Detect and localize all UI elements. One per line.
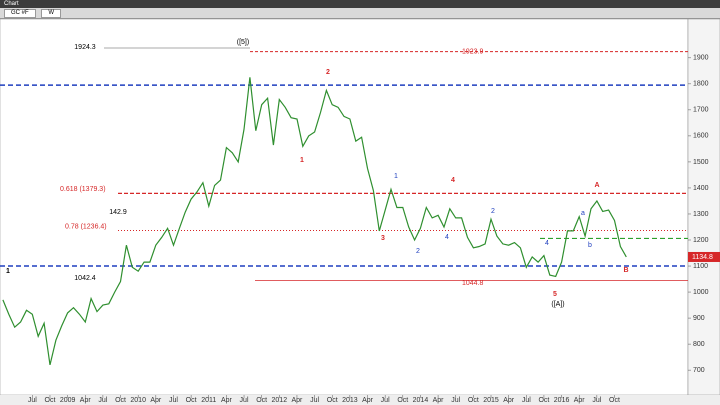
x-tick-label: Apr bbox=[292, 397, 304, 404]
x-tick-label: Oct bbox=[609, 397, 620, 404]
x-tick-label: Oct bbox=[327, 397, 338, 404]
y-tick-label: 1000 bbox=[693, 289, 709, 296]
x-tick-label: Apr bbox=[503, 397, 515, 404]
window-title: Chart bbox=[4, 1, 19, 7]
y-tick-label: 800 bbox=[693, 341, 705, 348]
x-tick-label: 2010 bbox=[130, 397, 146, 404]
wave-label: ([A]) bbox=[551, 301, 564, 308]
x-tick-label: Jul bbox=[169, 397, 178, 404]
wave-label: 4 bbox=[451, 177, 455, 184]
x-tick-label: Apr bbox=[362, 397, 374, 404]
symbol-field[interactable]: GC #F bbox=[4, 9, 36, 18]
wave-label: 1 bbox=[6, 268, 10, 275]
price-level-label: 0.78 (1236.4) bbox=[65, 223, 107, 230]
last-price-label: 1134.8 bbox=[692, 254, 713, 261]
x-tick-label: Jul bbox=[451, 397, 460, 404]
wave-label: b bbox=[588, 242, 592, 249]
wave-label: 4 bbox=[545, 240, 549, 247]
x-tick-label: Jul bbox=[522, 397, 531, 404]
wave-label: 1 bbox=[300, 157, 304, 164]
plot-area bbox=[0, 18, 689, 396]
x-tick-label: Jul bbox=[310, 397, 319, 404]
wave-label: 1924.3 bbox=[74, 44, 96, 51]
y-tick-label: 900 bbox=[693, 315, 705, 322]
price-level-label: 1044.8 bbox=[462, 280, 484, 287]
x-tick-label: Apr bbox=[150, 397, 162, 404]
x-tick-label: 2015 bbox=[483, 397, 499, 404]
x-axis-panel bbox=[0, 395, 720, 405]
y-axis-panel bbox=[687, 18, 720, 396]
x-tick-label: 2009 bbox=[60, 397, 76, 404]
wave-label: 2 bbox=[416, 248, 420, 255]
x-tick-label: Oct bbox=[115, 397, 126, 404]
wave-label: a bbox=[581, 210, 585, 217]
x-tick-label: Jul bbox=[381, 397, 390, 404]
wave-label: 142.9 bbox=[109, 209, 127, 216]
wave-label: 3 bbox=[381, 235, 385, 242]
wave-label: 4 bbox=[445, 234, 449, 241]
y-tick-label: 1500 bbox=[693, 159, 709, 166]
toolbar: GC #F W bbox=[0, 8, 720, 19]
wave-label: 5 bbox=[553, 291, 557, 298]
x-tick-label: Apr bbox=[433, 397, 445, 404]
x-tick-label: 2016 bbox=[554, 397, 570, 404]
x-tick-label: Oct bbox=[468, 397, 479, 404]
y-tick-label: 1600 bbox=[693, 133, 709, 140]
x-tick-label: Jul bbox=[240, 397, 249, 404]
wave-label: 2 bbox=[491, 208, 495, 215]
x-tick-label: 2012 bbox=[272, 397, 288, 404]
y-tick-label: 1800 bbox=[693, 81, 709, 88]
x-tick-label: Oct bbox=[538, 397, 549, 404]
x-tick-label: 2013 bbox=[342, 397, 358, 404]
x-tick-label: Oct bbox=[397, 397, 408, 404]
x-tick-label: Apr bbox=[221, 397, 233, 404]
y-tick-label: 1900 bbox=[693, 55, 709, 62]
x-tick-label: Oct bbox=[45, 397, 56, 404]
y-tick-label: 700 bbox=[693, 367, 705, 374]
wave-label: A bbox=[594, 182, 599, 189]
wave-label: 2 bbox=[326, 69, 330, 76]
wave-label: 1042.4 bbox=[74, 275, 96, 282]
x-tick-label: Apr bbox=[574, 397, 586, 404]
title-bar: Chart bbox=[0, 0, 720, 8]
y-tick-label: 1200 bbox=[693, 237, 709, 244]
price-line bbox=[2, 77, 627, 366]
x-tick-label: Jul bbox=[98, 397, 107, 404]
x-tick-label: 2011 bbox=[201, 397, 216, 404]
y-tick-label: 1100 bbox=[693, 263, 708, 270]
price-level-label: 1923.9 bbox=[462, 48, 484, 55]
wave-label: ([5]) bbox=[237, 39, 249, 46]
y-tick-label: 1300 bbox=[693, 211, 709, 218]
interval-field[interactable]: W bbox=[41, 9, 62, 18]
price-level-label: 0.618 (1379.3) bbox=[60, 186, 106, 193]
x-tick-label: 2014 bbox=[413, 397, 429, 404]
wave-label: B bbox=[623, 267, 628, 274]
x-tick-label: Jul bbox=[592, 397, 601, 404]
y-tick-label: 1700 bbox=[693, 107, 709, 114]
y-tick-label: 1400 bbox=[693, 185, 709, 192]
wave-label: 1 bbox=[394, 173, 398, 180]
x-tick-label: Jul bbox=[28, 397, 37, 404]
x-tick-label: Apr bbox=[80, 397, 92, 404]
x-tick-label: Oct bbox=[186, 397, 197, 404]
last-price-tag bbox=[688, 251, 720, 262]
x-tick-label: Oct bbox=[256, 397, 267, 404]
